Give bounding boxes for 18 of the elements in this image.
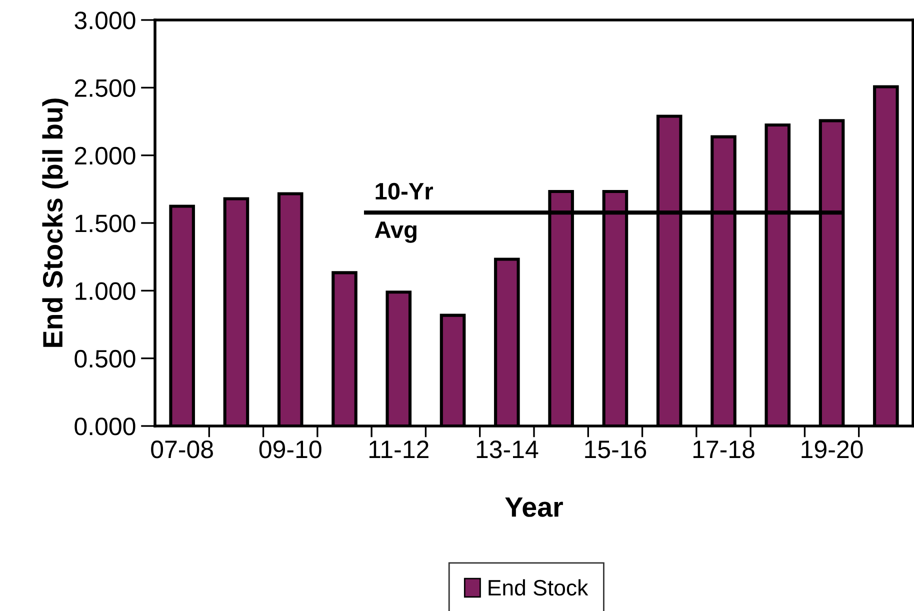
x-axis-title: Year <box>505 498 563 517</box>
y-tick-label: 0.500 <box>74 350 136 368</box>
y-tick-label: 2.000 <box>74 146 136 165</box>
x-tick-label: 11-12 <box>370 440 428 458</box>
ref-line-label: 10-Yr Avg <box>374 182 433 243</box>
y-axis-title: End Stocks (bil bu) <box>42 98 68 347</box>
y-tick-label: 0.000 <box>74 418 136 436</box>
x-tick-label: 19-20 <box>802 440 863 458</box>
x-tick-label: 15-16 <box>585 440 646 458</box>
legend-label: End Stock <box>488 579 588 596</box>
y-tick-label: 3.000 <box>74 12 136 30</box>
x-tick-label: 09-10 <box>259 440 322 458</box>
y-tick-label: 1.000 <box>76 282 136 300</box>
y-tick-label: 2.500 <box>74 79 136 97</box>
x-tick-label: 17-18 <box>693 440 754 458</box>
x-tick-label: 13-14 <box>476 440 538 458</box>
x-tick-label: 07-08 <box>151 440 213 458</box>
y-tick-label: 1.500 <box>76 214 136 232</box>
